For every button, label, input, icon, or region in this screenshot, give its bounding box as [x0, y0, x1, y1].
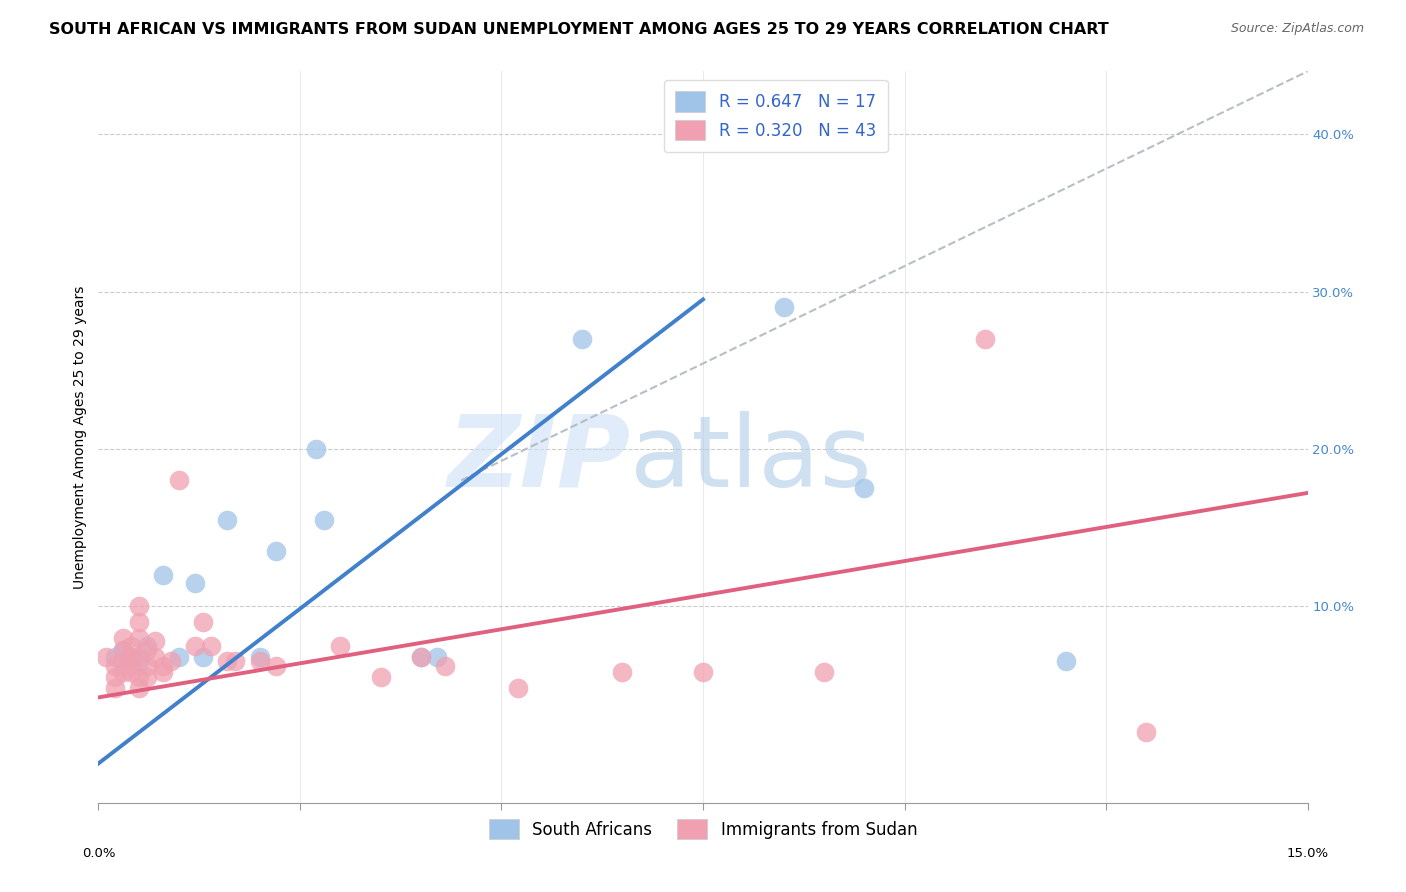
- Point: [135, 659, 157, 673]
- Point: [128, 649, 150, 664]
- Point: [120, 639, 142, 653]
- Point: [160, 654, 183, 668]
- Point: [167, 473, 190, 487]
- Point: [1054, 654, 1077, 668]
- Point: [813, 665, 835, 680]
- Y-axis label: Unemployment Among Ages 25 to 29 years: Unemployment Among Ages 25 to 29 years: [73, 285, 87, 589]
- Point: [193, 615, 215, 629]
- Point: [772, 301, 794, 315]
- Point: [314, 513, 336, 527]
- Point: [120, 649, 142, 664]
- Point: [571, 332, 593, 346]
- Point: [111, 665, 134, 680]
- Point: [128, 599, 150, 614]
- Point: [135, 639, 157, 653]
- Point: [135, 670, 157, 684]
- Point: [264, 659, 287, 673]
- Point: [111, 643, 134, 657]
- Point: [409, 649, 432, 664]
- Point: [506, 681, 529, 695]
- Point: [184, 575, 207, 590]
- Point: [434, 659, 457, 673]
- Legend: South Africans, Immigrants from Sudan: South Africans, Immigrants from Sudan: [479, 809, 927, 849]
- Point: [974, 332, 997, 346]
- Point: [200, 639, 222, 653]
- Text: Source: ZipAtlas.com: Source: ZipAtlas.com: [1230, 22, 1364, 36]
- Point: [217, 513, 239, 527]
- Point: [409, 649, 432, 664]
- Point: [152, 665, 174, 680]
- Point: [249, 654, 271, 668]
- Point: [128, 670, 150, 684]
- Point: [128, 631, 150, 645]
- Point: [329, 639, 352, 653]
- Text: SOUTH AFRICAN VS IMMIGRANTS FROM SUDAN UNEMPLOYMENT AMONG AGES 25 TO 29 YEARS CO: SOUTH AFRICAN VS IMMIGRANTS FROM SUDAN U…: [49, 22, 1109, 37]
- Point: [167, 649, 190, 664]
- Point: [143, 649, 166, 664]
- Text: atlas: atlas: [630, 410, 872, 508]
- Text: 15.0%: 15.0%: [1286, 847, 1329, 860]
- Point: [193, 649, 215, 664]
- Point: [152, 659, 174, 673]
- Point: [612, 665, 634, 680]
- Point: [111, 631, 134, 645]
- Point: [103, 659, 125, 673]
- Point: [143, 633, 166, 648]
- Point: [692, 665, 714, 680]
- Point: [217, 654, 239, 668]
- Point: [135, 643, 157, 657]
- Point: [120, 649, 142, 664]
- Point: [1135, 725, 1157, 739]
- Text: 0.0%: 0.0%: [82, 847, 115, 860]
- Point: [152, 567, 174, 582]
- Point: [128, 681, 150, 695]
- Point: [103, 670, 125, 684]
- Point: [120, 659, 142, 673]
- Point: [305, 442, 328, 456]
- Point: [370, 670, 392, 684]
- Point: [224, 654, 246, 668]
- Point: [853, 481, 876, 495]
- Point: [128, 654, 150, 668]
- Point: [103, 681, 125, 695]
- Point: [128, 615, 150, 629]
- Point: [184, 639, 207, 653]
- Point: [111, 654, 134, 668]
- Point: [264, 544, 287, 558]
- Text: ZIP: ZIP: [447, 410, 630, 508]
- Point: [426, 649, 449, 664]
- Point: [111, 643, 134, 657]
- Point: [103, 649, 125, 664]
- Point: [249, 649, 271, 664]
- Point: [96, 649, 118, 664]
- Point: [120, 665, 142, 680]
